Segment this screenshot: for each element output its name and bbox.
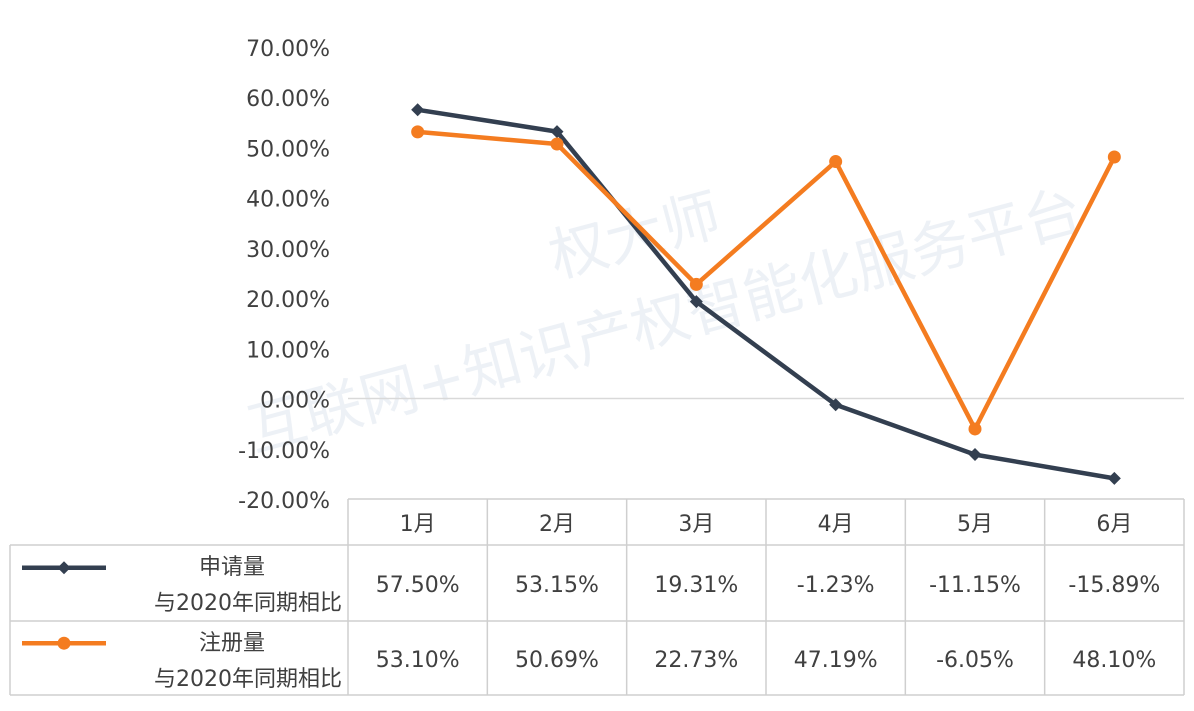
legend-key-circle — [57, 636, 71, 650]
series-name-line2: 与2020年同期相比 — [154, 591, 342, 616]
y-axis: 70.00% 60.00% 50.00% 40.00% 30.00% 20.00% 10.0… — [238, 37, 330, 514]
data-point-circle — [829, 155, 843, 169]
y-tick-label: 10.00% — [246, 338, 330, 363]
data-point-diamond — [550, 125, 564, 139]
data-value-label: -1.23% — [797, 573, 875, 598]
data-point-circle — [689, 277, 703, 291]
data-value-label: 48.10% — [1072, 648, 1156, 673]
x-category-label: 2月 — [539, 512, 575, 537]
y-tick-label: 40.00% — [246, 188, 330, 213]
data-point-circle — [1107, 150, 1121, 164]
legend-key-diamond — [57, 561, 71, 575]
data-value-label: 22.73% — [654, 648, 738, 673]
data-value-label: 53.15% — [515, 573, 599, 598]
y-tick-label: -20.00% — [238, 489, 330, 514]
y-tick-label: 50.00% — [246, 137, 330, 162]
series-name-line1: 注册量 — [199, 631, 265, 656]
data-value-label: 50.69% — [515, 648, 599, 673]
data-point-diamond — [411, 103, 425, 117]
data-point-circle — [968, 422, 982, 436]
data-point-diamond — [829, 398, 843, 412]
series-line-2 — [417, 129, 1117, 432]
y-tick-label: -10.00% — [238, 439, 330, 464]
x-category-label: 1月 — [400, 512, 436, 537]
y-tick-label: 0.00% — [260, 389, 330, 414]
y-tick-label: 20.00% — [246, 288, 330, 313]
x-category-label: 6月 — [1096, 512, 1132, 537]
x-category-label: 5月 — [957, 512, 993, 537]
data-value-label: 53.10% — [376, 648, 460, 673]
data-value-label: -15.89% — [1068, 573, 1160, 598]
data-value-label: 19.31% — [654, 573, 738, 598]
data-point-circle — [411, 125, 425, 139]
watermark: 权大师 互联网+知识产权智能化服务平台 — [240, 176, 1089, 464]
y-tick-label: 60.00% — [246, 87, 330, 112]
data-point-diamond — [689, 295, 703, 309]
y-tick-label: 70.00% — [246, 37, 330, 62]
data-point-diamond — [1107, 471, 1121, 485]
watermark-line1: 权大师 — [542, 180, 728, 291]
plot-area — [348, 103, 1184, 485]
data-point-diamond — [968, 448, 982, 462]
data-value-label: -11.15% — [929, 573, 1021, 598]
data-value-label: 47.19% — [794, 648, 878, 673]
x-category-label: 4月 — [818, 512, 854, 537]
data-value-label: 57.50% — [376, 573, 460, 598]
y-tick-label: 30.00% — [246, 238, 330, 263]
data-point-circle — [550, 137, 564, 151]
series-name-line1: 申请量 — [199, 555, 265, 580]
series-line-1 — [417, 107, 1115, 481]
x-category-label: 3月 — [678, 512, 714, 537]
series-name-line2: 与2020年同期相比 — [154, 667, 342, 692]
data-value-label: -6.05% — [936, 648, 1014, 673]
